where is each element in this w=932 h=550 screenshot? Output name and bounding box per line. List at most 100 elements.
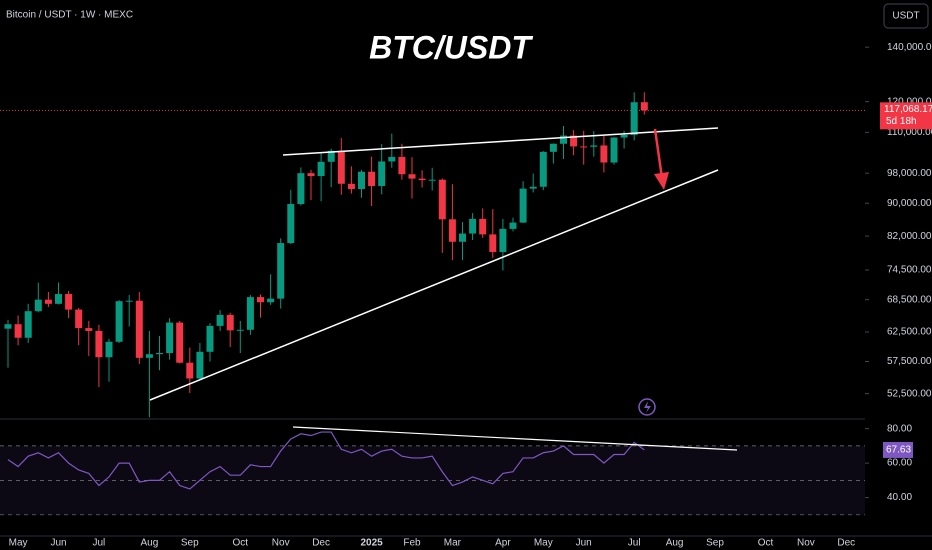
candle-body (4, 324, 12, 329)
candle-body (418, 178, 426, 181)
y-tick-label: 90,000.00 (887, 198, 932, 209)
candle-body (297, 173, 305, 205)
rsi-trendline (292, 426, 738, 451)
candle-body (307, 173, 315, 177)
candle-body (55, 294, 62, 304)
currency-button[interactable] (883, 3, 929, 29)
candle-body (358, 171, 365, 190)
x-tick-label: Dec (837, 538, 855, 549)
lower-trendline (149, 169, 719, 401)
candle-body (368, 171, 376, 187)
candle-body (287, 204, 295, 244)
x-tick-label: Jul (93, 538, 106, 549)
last-price-badge (880, 102, 932, 130)
x-tick-label: Oct (233, 538, 249, 549)
candle-body (610, 137, 618, 163)
candle-body (539, 151, 547, 187)
candle-body (176, 322, 184, 363)
candle-body (75, 309, 83, 329)
candle-body (125, 300, 133, 302)
y-tick-label: 74,500.00 (887, 265, 932, 276)
candle-body (206, 325, 214, 352)
x-tick-label: Sep (181, 538, 199, 549)
symbol-info: Bitcoin / USDT · 1W · MEXC (6, 10, 133, 21)
x-tick-label: Nov (272, 538, 290, 549)
price-pane: 52,500.00 57,500.00 62,500.00 68,500.00 74,5… (0, 42, 932, 418)
x-tick-label: Aug (141, 538, 159, 549)
candle-body (95, 330, 103, 358)
candle-body (246, 297, 254, 330)
x-tick-label: May (9, 538, 28, 549)
x-tick-label: 2025 (360, 538, 383, 549)
currency-label: USDT (892, 11, 919, 22)
candle-body (378, 161, 386, 187)
x-tick-label: May (534, 538, 553, 549)
candle-body (398, 156, 406, 175)
candle-body (257, 297, 264, 303)
rsi-tick-label: 80.00 (887, 423, 912, 434)
y-tick-label: 120,000.00 (887, 96, 932, 107)
candle-body (519, 188, 527, 223)
candle-body (186, 362, 194, 379)
arrow-shaft (653, 128, 664, 179)
candle-body (105, 341, 113, 358)
candle-body (14, 324, 22, 338)
candle-body (570, 135, 578, 147)
candle-body (630, 102, 638, 135)
x-tick-label: Apr (495, 538, 511, 549)
candle-body (590, 145, 598, 147)
x-tick-label: Jun (50, 538, 66, 549)
y-tick-label: 52,500.00 (887, 388, 932, 399)
candle-body (479, 218, 487, 235)
candle-body (236, 329, 244, 331)
rsi-tick-label: 60.00 (887, 458, 912, 469)
last-price-label: 117,068.17 (884, 104, 932, 115)
candle-body (347, 183, 355, 190)
x-tick-label: Oct (758, 538, 774, 549)
arrow-head (654, 172, 669, 190)
candle-body (115, 301, 123, 342)
candle-body (620, 134, 628, 138)
candle-body (277, 243, 285, 299)
candle-body (560, 135, 567, 144)
chart-title: BTC/USDT (369, 29, 533, 65)
y-tick-label: 57,500.00 (887, 356, 932, 367)
candle-body (448, 219, 456, 242)
candle-body (267, 298, 275, 303)
candle-body (44, 299, 52, 304)
candle-body (156, 352, 163, 355)
x-tick-label: Nov (797, 538, 815, 549)
candle-body (216, 314, 224, 326)
countdown-label: 5d 18h (886, 116, 917, 127)
x-tick-label: Jul (628, 538, 641, 549)
event-icon[interactable] (638, 398, 656, 416)
x-tick-label: Sep (706, 538, 724, 549)
candle-body (226, 314, 234, 331)
candle-body (317, 161, 325, 177)
x-tick-label: Jun (576, 538, 592, 549)
rsi-last-label: 67.63 (886, 445, 911, 456)
candle-body (34, 299, 42, 312)
candle-body (469, 218, 477, 234)
candle-body (65, 294, 73, 310)
x-tick-label: Mar (444, 538, 462, 549)
candle-body (438, 179, 446, 220)
candle-body (24, 311, 32, 338)
y-tick-label: 98,000.00 (887, 168, 932, 179)
y-tick-label: 110,000.00 (887, 127, 932, 138)
candle-body (166, 322, 174, 353)
candle-body (549, 143, 557, 152)
candle-body (145, 354, 153, 358)
rsi-pane: 40.00 60.00 80.00 67.63 (0, 423, 913, 516)
candle-body (196, 351, 204, 379)
candle-body (499, 228, 507, 252)
y-tick-label: 62,500.00 (887, 327, 932, 338)
candle-body (85, 328, 93, 331)
candle-body (337, 150, 345, 184)
candle-body (459, 233, 466, 242)
candle-body (640, 102, 648, 111)
y-tick-label: 82,000.00 (887, 231, 932, 242)
candle-body (135, 300, 143, 358)
